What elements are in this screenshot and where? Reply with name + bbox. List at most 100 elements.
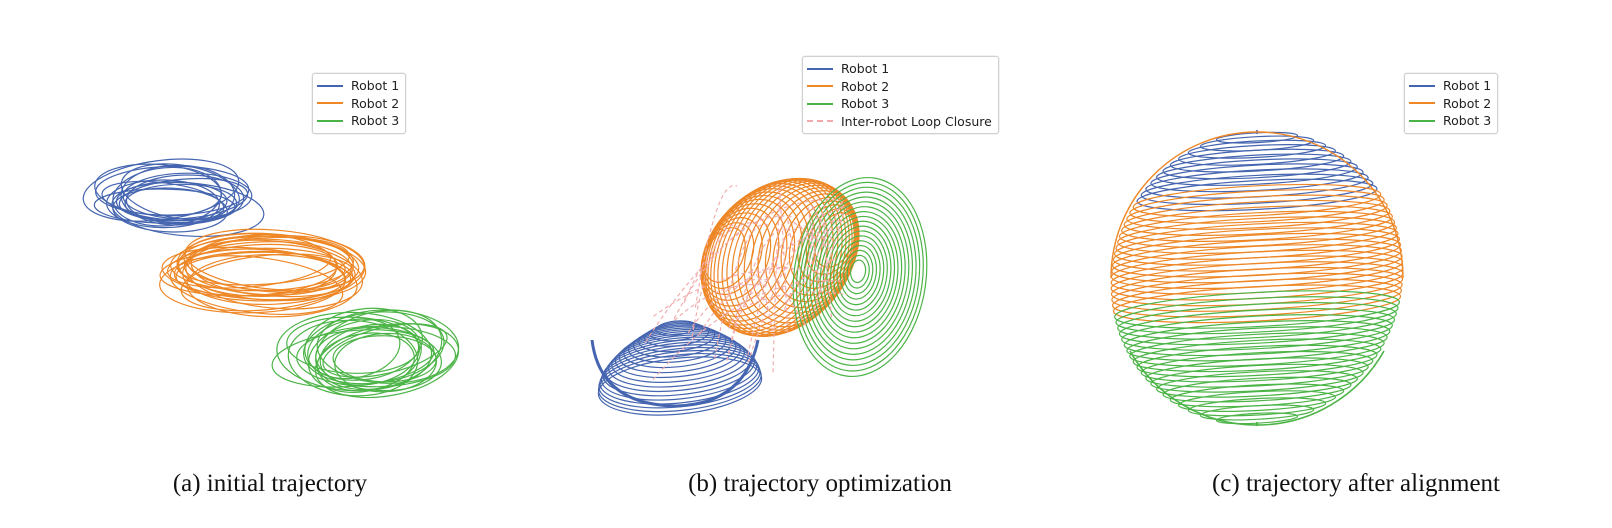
trajectory-loop-robot-1: [118, 177, 249, 220]
legend-line-robot-3: [317, 119, 343, 122]
trajectory-loop-robot-3: [1199, 404, 1315, 421]
legend-label-robot-1: Robot 1: [1443, 78, 1492, 94]
legend-label-robot-3: Robot 3: [351, 113, 400, 129]
loop-closure-link: [673, 215, 792, 319]
trajectory-loop-robot-2: [159, 250, 347, 314]
trajectory-loop-robot-2: [1123, 199, 1391, 236]
panel-trajectory-optimization: Robot 1 Robot 2 Robot 3 Inter-robot Loop…: [540, 0, 1100, 528]
loop-closure-link: [792, 220, 832, 251]
trajectory-loop-robot-2: [701, 191, 810, 326]
trajectory-loop-robot-2: [170, 235, 354, 292]
trajectory-loop-robot-3: [296, 325, 457, 388]
trajectory-loop-robot-3: [792, 176, 928, 378]
legend-trajectory-optimization: Robot 1 Robot 2 Robot 3 Inter-robot Loop…: [802, 56, 999, 134]
loop-closure-link: [699, 266, 794, 334]
loop-closure-link: [730, 228, 790, 341]
panel-initial-trajectory: Robot 1 Robot 2 Robot 3 (a) initial traj…: [0, 0, 540, 528]
trajectory-loop-robot-2: [1132, 183, 1382, 218]
loop-closure-link: [683, 222, 760, 304]
trajectory-loop-robot-3: [1150, 363, 1364, 393]
legend-label-robot-2: Robot 2: [841, 78, 890, 94]
legend-entry-robot-2: Robot 2: [1409, 95, 1491, 113]
legend-line-robot-3: [1409, 119, 1435, 122]
legend-line-robot-2: [1409, 102, 1435, 105]
legend-entry-robot-1: Robot 1: [807, 60, 992, 78]
trajectory-loop-robot-1: [1169, 148, 1345, 173]
legend-entry-robot-3: Robot 3: [317, 112, 399, 130]
trajectory-loop-robot-3: [1113, 290, 1401, 329]
legend-entry-robot-3: Robot 3: [807, 95, 992, 113]
caption-trajectory-after-alignment: (c) trajectory after alignment: [1211, 470, 1501, 497]
trajectory-loop-robot-2: [1111, 278, 1403, 318]
legend-entry-robot-1: Robot 1: [317, 77, 399, 95]
trajectory-loop-robot-2: [1126, 194, 1388, 230]
plot-trajectory-after-alignment: [1110, 129, 1404, 427]
legend-label-robot-2: Robot 2: [1443, 95, 1492, 111]
trajectory-loop-robot-1: [1187, 139, 1327, 159]
legend-label-robot-3: Robot 3: [841, 96, 890, 112]
loop-closure-link: [775, 186, 788, 333]
trajectory-loop-robot-1: [1162, 153, 1352, 180]
trajectory-loop-robot-3: [1156, 370, 1358, 398]
trajectory-loop-robot-3: [334, 332, 438, 393]
trajectory-loop-robot-3: [1140, 350, 1374, 383]
trajectory-loop-robot-3: [1178, 390, 1336, 412]
loop-closure-link: [748, 271, 773, 332]
trajectory-loop-robot-2: [180, 253, 356, 312]
trajectory-loop-robot-3: [836, 240, 881, 306]
trajectory-loop-robot-1: [1136, 178, 1378, 212]
legend-entry-robot-1: Robot 1: [1409, 77, 1491, 95]
trajectory-loop-robot-3: [829, 230, 888, 317]
loop-closure-link: [747, 220, 842, 363]
loop-closure-link: [783, 286, 804, 310]
legend-line-robot-2: [317, 102, 343, 105]
trajectory-loop-robot-1: [1156, 158, 1358, 186]
legend-label-robot-1: Robot 1: [841, 61, 890, 77]
trajectory-loop-robot-1: [106, 179, 220, 229]
trajectory-loop-robot-2: [1121, 205, 1393, 242]
loop-closure-link: [736, 291, 848, 311]
trajectory-loop-robot-3: [799, 186, 921, 367]
trajectory-loop-robot-1: [124, 183, 238, 224]
loop-closure-link: [822, 222, 833, 319]
sphere-outline-robot-2: [1110, 131, 1404, 279]
legend-label-robot-1: Robot 1: [351, 78, 400, 94]
trajectory-loop-robot-3: [1115, 296, 1399, 335]
trajectory-loop-robot-1: [597, 356, 763, 416]
trajectory-loop-robot-3: [1162, 376, 1352, 403]
trajectory-loop-robot-3: [826, 225, 892, 322]
trajectory-loop-robot-1: [120, 163, 240, 221]
trajectory-loop-robot-1: [590, 339, 760, 408]
legend-line-robot-1: [317, 84, 343, 87]
trajectory-loop-robot-3: [846, 254, 870, 289]
legend-label-robot-3: Robot 3: [1443, 113, 1492, 129]
loop-closure-link: [726, 280, 770, 361]
loop-closure-link: [653, 268, 809, 317]
trajectory-loop-robot-3: [822, 220, 896, 328]
legend-line-loop-closure: [807, 120, 833, 123]
trajectory-loop-robot-3: [816, 211, 903, 339]
loop-closure-link: [811, 205, 845, 222]
trajectory-loop-robot-3: [1121, 314, 1393, 351]
trajectory-loop-robot-1: [614, 332, 741, 379]
loop-closure-link: [644, 199, 840, 343]
trajectory-loop-robot-3: [307, 318, 401, 380]
legend-line-robot-1: [1409, 84, 1435, 87]
caption-initial-trajectory: (a) initial trajectory: [172, 470, 368, 497]
trajectory-loop-robot-3: [833, 235, 885, 311]
trajectory-loop-robot-3: [1123, 320, 1391, 357]
trajectory-loop-robot-3: [1145, 357, 1369, 388]
loop-closure-link: [790, 258, 835, 287]
trajectory-loop-robot-3: [1136, 344, 1378, 378]
trajectory-loop-robot-2: [1129, 189, 1385, 224]
trajectory-loop-robot-3: [1118, 308, 1396, 346]
loop-closure-link: [821, 236, 833, 249]
plot-trajectory-optimization: [590, 176, 928, 416]
plot-initial-trajectory: [82, 158, 460, 399]
loop-closure-link: [747, 226, 806, 356]
loop-closure-link: [787, 219, 795, 256]
legend-label-loop-closure: Inter-robot Loop Closure: [841, 113, 992, 129]
loop-closure-link: [748, 291, 765, 301]
loop-closure-link: [714, 223, 769, 359]
trajectory-loop-robot-3: [819, 215, 899, 333]
